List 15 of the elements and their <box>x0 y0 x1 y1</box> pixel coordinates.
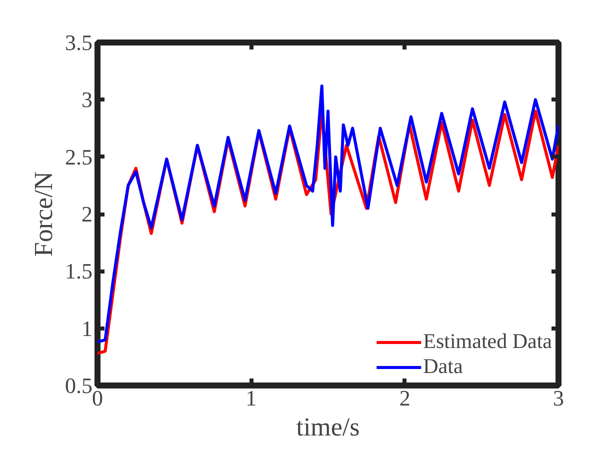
y-tick-label: 2.5 <box>65 144 92 170</box>
y-tick-label: 3 <box>82 87 92 112</box>
x-tick-label: 3 <box>553 386 564 410</box>
y-tick-label: 1 <box>82 316 92 341</box>
legend-label: Data <box>423 354 463 379</box>
y-tick-label: 2 <box>82 202 92 226</box>
y-tick-label: 1.5 <box>65 258 92 284</box>
y-tick-label: 3.5 <box>65 30 92 55</box>
x-tick-label: 2 <box>399 386 410 410</box>
x-tick-label: 0 <box>92 386 103 410</box>
x-tick-label: 1 <box>246 386 257 410</box>
y-tick-label: 0.5 <box>65 373 92 398</box>
x-axis-title: time/s <box>296 412 360 442</box>
legend-label: Estimated Data <box>423 329 552 354</box>
y-axis-title: Force/N <box>29 171 58 257</box>
